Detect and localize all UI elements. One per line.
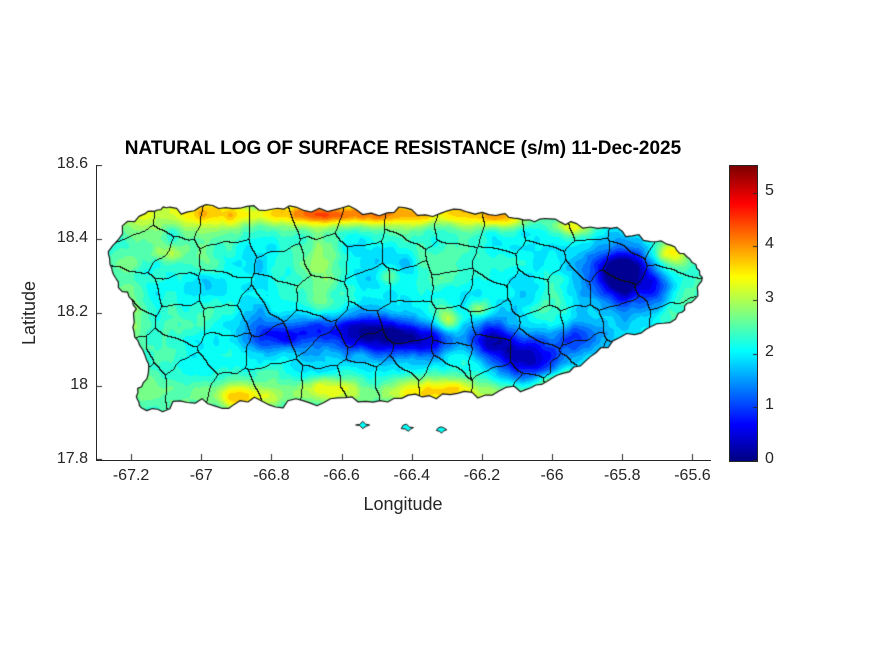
- x-tick-label: -67.2: [112, 467, 150, 484]
- x-axis-label: Longitude: [363, 494, 443, 514]
- x-tick-label: -66.6: [323, 467, 360, 484]
- x-tick-label: -66.2: [463, 467, 501, 484]
- colorbar-tick-label: 4: [765, 235, 774, 253]
- colorbar-tick-label: 2: [765, 342, 774, 360]
- colorbar-tick-label: 5: [765, 181, 774, 199]
- colorbar-tick-label: 1: [765, 396, 774, 414]
- x-tick-label: -66.8: [253, 467, 290, 484]
- y-tick-label: 17.8: [56, 450, 88, 467]
- colorbar: [729, 165, 758, 462]
- chart-title: NATURAL LOG OF SURFACE RESISTANCE (s/m) …: [124, 138, 682, 159]
- x-tick-label: -66: [540, 467, 564, 484]
- x-tick-label: -66.4: [393, 467, 430, 484]
- y-tick-label: 18.4: [56, 228, 88, 246]
- y-tick-label: 18.2: [56, 302, 88, 320]
- y-tick-label: 18.6: [56, 155, 88, 172]
- colorbar-tick-label: 0: [765, 450, 774, 467]
- x-tick-label: -65.8: [604, 467, 641, 484]
- colorbar-gradient: [730, 166, 757, 461]
- colorbar-tick-label: 3: [765, 289, 774, 307]
- x-tick-label: -67: [189, 467, 213, 484]
- y-tick-label: 18: [70, 376, 88, 394]
- heatmap-canvas: [96, 165, 710, 460]
- x-tick-label: -65.6: [674, 467, 711, 484]
